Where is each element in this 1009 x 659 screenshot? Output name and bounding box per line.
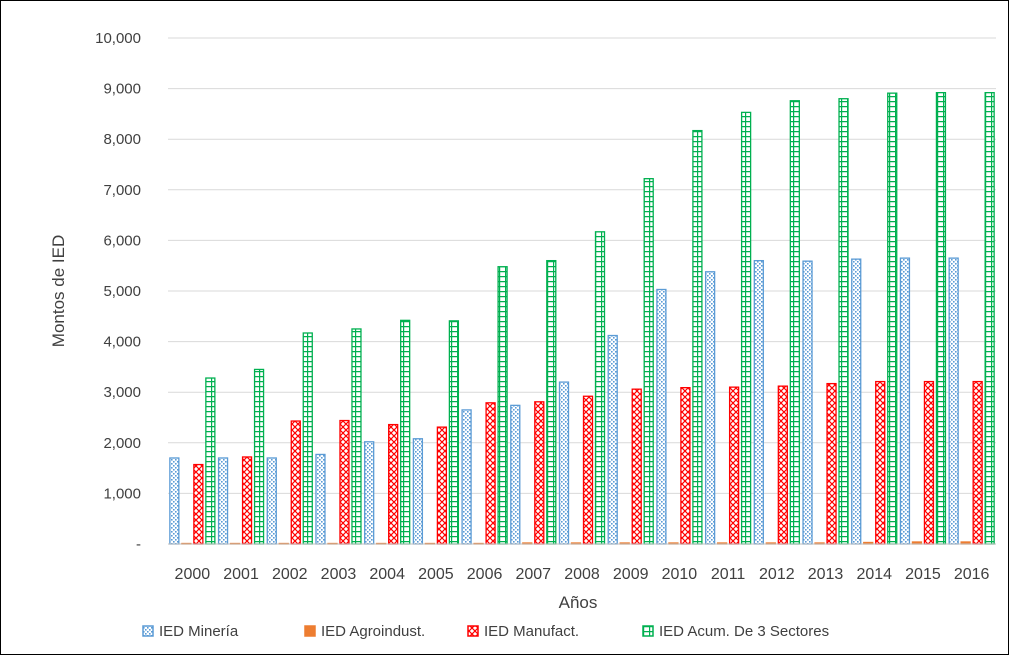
bar-ied-miner-a-2000: [169, 457, 180, 545]
bar-ied-miner-a-2003: [315, 453, 326, 545]
y-tick-label: 2,000: [103, 435, 141, 452]
legend-item: IED Agroindust.: [304, 623, 425, 640]
bar-ied-acum-de-3-sectores-2008: [594, 231, 606, 545]
bars: [169, 91, 995, 545]
bar-ied-manufact--2016: [972, 380, 983, 545]
bar-ied-miner-a-2015: [899, 257, 911, 545]
bar-ied-acum-de-3-sectores-2012: [789, 100, 800, 545]
bar-ied-acum-de-3-sectores-2015: [935, 91, 947, 545]
legend-label: IED Agroindust.: [321, 623, 425, 640]
y-tick-label: -: [136, 536, 141, 553]
bar-ied-acum-de-3-sectores-2016: [984, 91, 995, 545]
bar-ied-acum-de-3-sectores-2004: [400, 319, 411, 545]
y-tick-label: 10,000: [95, 30, 141, 47]
bar-ied-manufact--2004: [388, 423, 399, 545]
bar-ied-manufact--2001: [241, 456, 253, 545]
bar-ied-manufact--2000: [193, 463, 204, 545]
legend-swatch: [142, 625, 154, 637]
bar-ied-manufact--2010: [680, 386, 691, 545]
bar-ied-acum-de-3-sectores-2000: [205, 377, 216, 545]
legend-item: IED Acum. De 3 Sectores: [642, 623, 829, 640]
x-tick-label: 2001: [223, 566, 259, 583]
bar-ied-acum-de-3-sectores-2001: [253, 368, 265, 545]
y-tick-label: 6,000: [103, 232, 141, 249]
bar-ied-acum-de-3-sectores-2014: [887, 92, 898, 545]
y-tick-label: 1,000: [103, 485, 141, 502]
bar-ied-acum-de-3-sectores-2009: [643, 178, 654, 545]
bar-ied-miner-a-2002: [266, 457, 277, 545]
bar-ied-miner-a-2010: [656, 288, 667, 545]
bar-ied-acum-de-3-sectores-2013: [838, 98, 849, 545]
bar-ied-manufact--2011: [728, 386, 740, 545]
legend-swatch: [642, 625, 654, 637]
bar-ied-manufact--2015: [923, 380, 935, 545]
y-tick-label: 9,000: [103, 81, 141, 98]
bar-ied-miner-a-2001: [217, 457, 229, 545]
bar-ied-manufact--2009: [631, 388, 642, 545]
x-tick-label: 2010: [662, 566, 698, 583]
bar-ied-manufact--2013: [826, 382, 837, 545]
bar-ied-miner-a-2006: [461, 409, 472, 545]
legend-swatch: [304, 625, 316, 637]
bar-ied-manufact--2002: [290, 420, 301, 545]
x-tick-label: 2013: [808, 566, 844, 583]
x-tick-label: 2012: [759, 566, 795, 583]
bar-ied-manufact--2012: [777, 385, 788, 545]
bar-ied-miner-a-2012: [753, 259, 764, 545]
x-axis-label: Años: [559, 593, 598, 612]
x-tick-label: 2016: [954, 566, 990, 583]
bar-ied-acum-de-3-sectores-2005: [448, 320, 460, 545]
legend-item: IED Minería: [142, 623, 239, 640]
x-tick-label: 2009: [613, 566, 649, 583]
x-tick-label: 2005: [418, 566, 454, 583]
x-tick-label: 2000: [175, 566, 211, 583]
x-tick-label: 2011: [711, 566, 746, 583]
y-axis-tick-labels: - 1,000 2,000 3,000 4,000 5,000 6,000 7,000 8,00…: [95, 30, 141, 553]
y-tick-label: 5,000: [103, 283, 141, 300]
legend-label: IED Manufact.: [484, 623, 579, 640]
bar-ied-manufact--2014: [875, 380, 886, 545]
bar-ied-miner-a-2011: [704, 271, 716, 545]
legend-item: IED Manufact.: [467, 623, 579, 640]
bar-ied-miner-a-2007: [510, 404, 521, 545]
bar-ied-manufact--2007: [534, 401, 545, 545]
x-tick-label: 2002: [272, 566, 308, 583]
bar-ied-manufact--2008: [582, 395, 594, 545]
legend-swatch: [467, 625, 479, 637]
x-tick-label: 2004: [369, 566, 405, 583]
y-tick-label: 7,000: [103, 182, 141, 199]
x-tick-label: 2015: [905, 566, 941, 583]
y-tick-label: 8,000: [103, 131, 141, 148]
bar-ied-miner-a-2016: [948, 257, 959, 545]
legend: IED Minería IED Agroindust. IED Manufact. I…: [142, 623, 829, 640]
x-tick-label: 2008: [564, 566, 600, 583]
bar-ied-manufact--2006: [485, 402, 496, 545]
legend-label: IED Minería: [159, 623, 239, 640]
bar-ied-manufact--2003: [339, 419, 350, 545]
bar-ied-acum-de-3-sectores-2002: [302, 332, 313, 545]
y-tick-label: 4,000: [103, 334, 141, 351]
bar-ied-miner-a-2013: [802, 260, 813, 545]
bar-ied-miner-a-2014: [851, 258, 862, 545]
bar-ied-acum-de-3-sectores-2011: [740, 111, 752, 545]
y-axis-label: Montos de IED: [49, 235, 68, 347]
bar-ied-miner-a-2009: [607, 334, 618, 545]
bar-ied-miner-a-2008: [558, 381, 570, 545]
x-tick-label: 2006: [467, 566, 503, 583]
y-tick-label: 3,000: [103, 384, 141, 401]
bar-ied-manufact--2005: [436, 426, 448, 545]
legend-label: IED Acum. De 3 Sectores: [659, 623, 829, 640]
bar-ied-acum-de-3-sectores-2003: [351, 328, 362, 545]
bar-ied-acum-de-3-sectores-2007: [546, 259, 557, 545]
bar-ied-acum-de-3-sectores-2010: [692, 129, 703, 545]
bar-ied-miner-a-2005: [412, 438, 424, 545]
x-tick-label: 2014: [856, 566, 892, 583]
x-axis-tick-labels: 2000 2001 2002 2003 2004 2005 2006 2007 2008 2009…: [175, 566, 990, 583]
bar-ied-miner-a-2004: [364, 441, 375, 545]
x-tick-label: 2003: [321, 566, 357, 583]
bar-ied-acum-de-3-sectores-2006: [497, 266, 508, 545]
x-tick-label: 2007: [515, 566, 551, 583]
